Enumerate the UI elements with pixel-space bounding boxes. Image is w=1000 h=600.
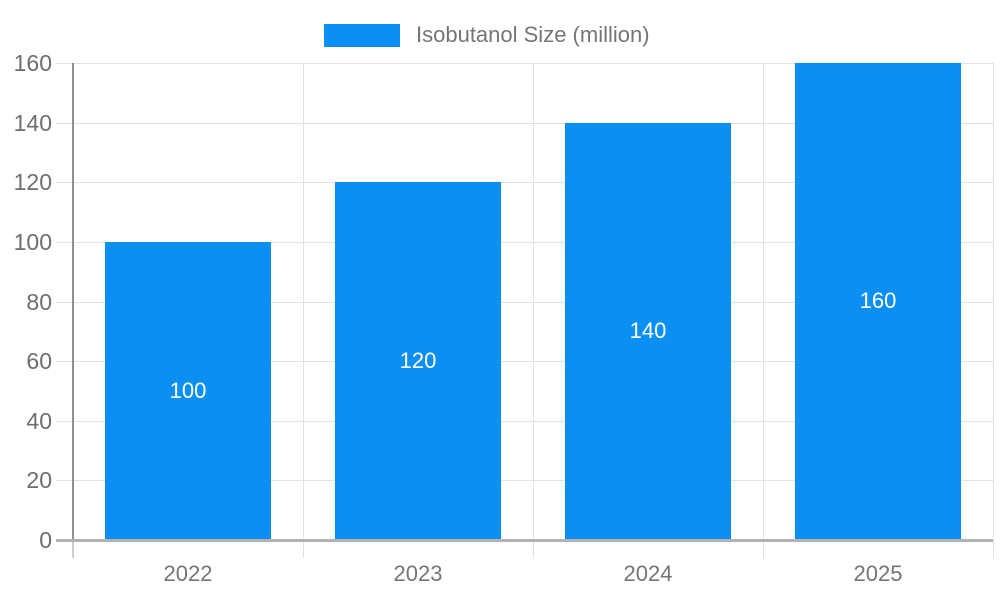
- x-axis-tick-label: 2024: [623, 561, 673, 586]
- y-axis-tick-label: 60: [26, 348, 52, 374]
- y-gridline: [56, 242, 993, 243]
- bar[interactable]: [795, 63, 961, 539]
- y-axis-line: [72, 63, 74, 540]
- x-gridline: [303, 63, 304, 558]
- y-axis-tick-label: 20: [26, 467, 52, 493]
- x-gridline: [533, 63, 534, 558]
- y-gridline: [56, 361, 993, 362]
- x-axis-line: [56, 539, 993, 542]
- y-gridline: [56, 421, 993, 422]
- y-axis-tick-label: 80: [26, 289, 52, 315]
- x-axis-tick-label: 2022: [163, 561, 213, 586]
- y-axis-tick-label: 0: [39, 527, 52, 553]
- y-axis-tick-label: 160: [13, 50, 52, 76]
- y-gridline: [56, 480, 993, 481]
- y-gridline: [56, 63, 993, 64]
- legend[interactable]: Isobutanol Size (million): [324, 22, 650, 48]
- y-gridline: [56, 182, 993, 183]
- y-gridline: [56, 302, 993, 303]
- x-gridline: [993, 63, 994, 558]
- y-axis-tick-extension: [72, 540, 74, 558]
- y-axis-tick-label: 100: [13, 229, 52, 255]
- bar[interactable]: [105, 242, 271, 539]
- legend-swatch-icon: [324, 23, 400, 47]
- x-axis-tick-label: 2023: [393, 561, 443, 586]
- y-axis-tick-label: 40: [26, 408, 52, 434]
- y-axis-tick-label: 120: [13, 169, 52, 195]
- y-axis-tick-label: 140: [13, 110, 52, 136]
- legend-label: Isobutanol Size (million): [416, 22, 650, 47]
- x-axis-tick-label: 2025: [853, 561, 903, 586]
- bar[interactable]: [335, 182, 501, 539]
- x-gridline: [763, 63, 764, 558]
- bar[interactable]: [565, 123, 731, 539]
- y-gridline: [56, 123, 993, 124]
